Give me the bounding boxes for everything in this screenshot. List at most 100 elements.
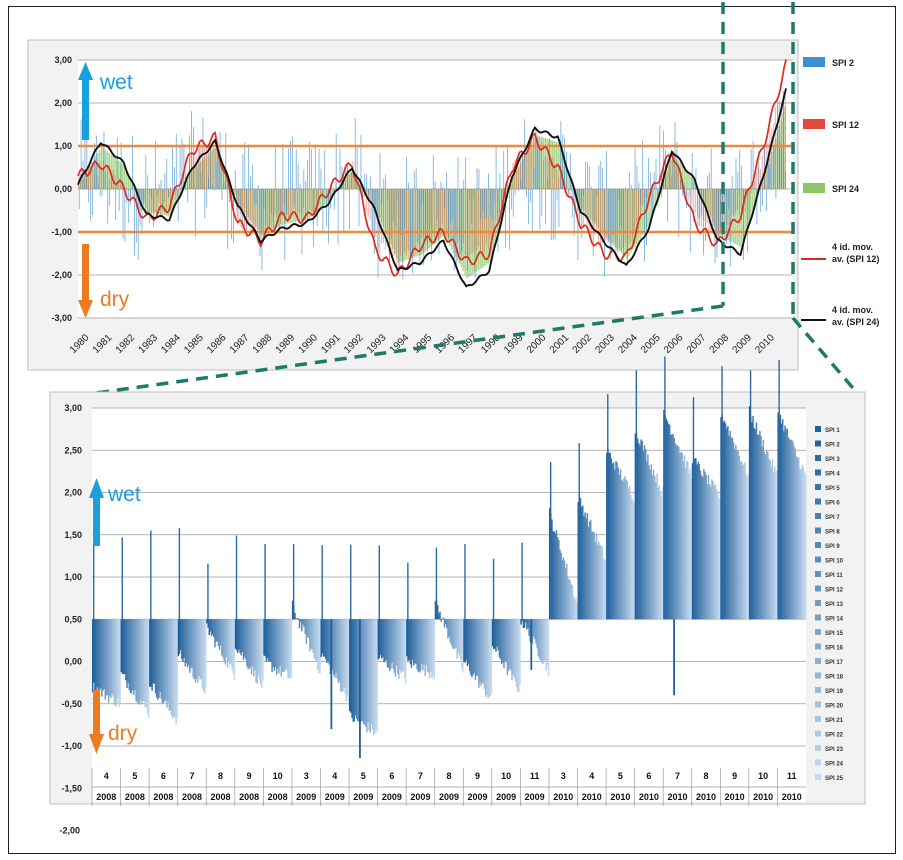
spi2-bar [771, 189, 773, 191]
spi12-bar [550, 160, 552, 189]
category-year-label: 2008 [239, 792, 259, 802]
spi24-bar [529, 145, 531, 189]
spi12-bar [200, 147, 202, 189]
spi2-bar [548, 138, 550, 189]
spi-bar [216, 619, 218, 642]
spi24-bar [433, 189, 436, 244]
spi-bar [226, 619, 229, 668]
spi12-bar [156, 189, 158, 217]
spi-bar [682, 461, 685, 620]
spi2-bar [716, 189, 718, 258]
spi-bar [462, 619, 464, 673]
spi2-bar [457, 156, 459, 189]
spi-bar [198, 619, 200, 677]
spi12-bar [443, 189, 445, 233]
spi2-bar [371, 189, 373, 239]
category-month-label: 5 [132, 771, 137, 781]
spi-bar [767, 452, 769, 620]
spi-bar [572, 596, 575, 620]
spi2-bar [571, 189, 573, 218]
spi24-bar [129, 177, 131, 189]
spi2-bar [661, 189, 663, 197]
spi2-bar [234, 169, 236, 189]
spi2-bar [248, 144, 250, 189]
spi-bar [398, 619, 400, 680]
spi12-bar [738, 189, 740, 215]
spi-bar [392, 619, 394, 669]
spi12-bar [331, 187, 333, 189]
spi2-bar [550, 189, 552, 241]
spi24-bar [247, 189, 250, 218]
spi-bar-spike [749, 370, 752, 620]
spi-bar [498, 619, 501, 658]
spi2-bar [754, 180, 756, 189]
spi-bar [699, 470, 702, 620]
spi2-bar [358, 189, 360, 227]
spi-bar [771, 458, 774, 620]
spi12-bar [544, 155, 546, 189]
category-year-label: 2009 [525, 792, 545, 802]
spi12-bar [365, 189, 367, 212]
spi24-bar [736, 189, 739, 246]
spi-bar [440, 619, 442, 622]
spi24-bar [620, 189, 623, 253]
spi24-bar [262, 189, 265, 235]
spi-bar [582, 505, 584, 620]
spi-bar [623, 478, 625, 620]
spi-bar [421, 619, 423, 665]
spi-bar [154, 619, 157, 694]
legend-label: SPI 19 [825, 689, 844, 695]
spi-bar [301, 619, 303, 632]
spi12-bar [253, 189, 255, 234]
spi24-bar [308, 189, 310, 219]
spi2-bar [545, 189, 546, 224]
spi2-bar [514, 189, 516, 196]
category-month-label: 9 [732, 771, 737, 781]
spi24-bar [453, 189, 455, 254]
spi-bar [376, 619, 378, 733]
spi2-bar [651, 189, 653, 218]
spi-bar [408, 619, 410, 660]
spi2-bar [602, 168, 604, 189]
category-year-label: 2008 [182, 792, 202, 802]
spi-bar [400, 619, 402, 674]
spi-bar [575, 597, 577, 620]
spi-bar [313, 619, 316, 659]
spi-bar [535, 619, 537, 644]
spi-bar [319, 619, 321, 674]
spi-bar [551, 519, 553, 620]
spi-bar [454, 619, 456, 649]
spi2-bar [756, 189, 758, 225]
spi12-bar [369, 189, 371, 221]
spi-bar [546, 619, 549, 666]
spi-bar [291, 600, 294, 620]
spi2-bar [221, 189, 223, 201]
spi2-bar [90, 189, 92, 221]
spi2-bar [252, 165, 253, 189]
spi2-bar [368, 189, 369, 202]
spi24-bar [671, 154, 674, 189]
spi2-bar [124, 189, 126, 242]
legend-swatch [815, 614, 821, 621]
spi2-bar [451, 189, 453, 220]
spi-bar [368, 619, 370, 731]
spi24-bar [525, 152, 527, 189]
spi12-bar [624, 189, 626, 244]
spi24-bar [78, 185, 80, 189]
spi24-bar [753, 189, 756, 207]
legend-swatch [815, 469, 821, 476]
spi24-bar [344, 179, 347, 189]
spi-bar [270, 619, 272, 663]
spi24-bar [306, 189, 309, 220]
spi2-bar [408, 182, 409, 189]
spi-bar [121, 619, 124, 674]
spi2-bar [305, 180, 307, 189]
spi-bar [351, 619, 353, 718]
spi12-bar [171, 189, 173, 198]
spi2-bar [615, 189, 617, 251]
bottom-y-tick-label: 2,50 [64, 445, 82, 455]
spi2-bar [292, 136, 293, 189]
spi2-bar [212, 185, 213, 189]
spi-bar [125, 619, 127, 681]
